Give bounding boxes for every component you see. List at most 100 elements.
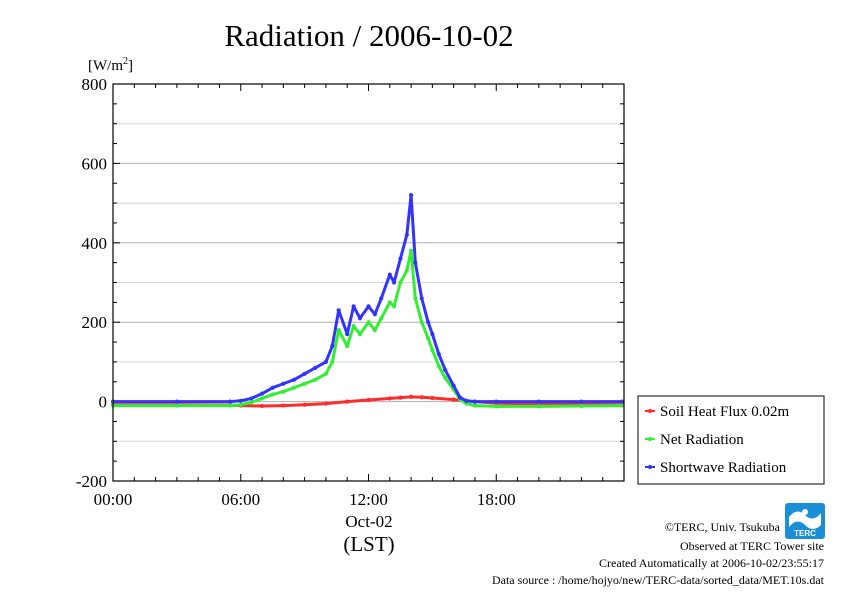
data-point <box>536 399 541 404</box>
data-point <box>174 399 179 404</box>
logo-wave-shape <box>789 511 821 529</box>
data-point <box>372 328 377 333</box>
data-point <box>379 316 384 321</box>
data-point <box>419 320 424 325</box>
series-line <box>113 193 622 404</box>
data-point <box>398 395 403 400</box>
y-tick-label: 400 <box>82 234 108 253</box>
legend-box <box>637 395 825 485</box>
data-point <box>345 343 350 349</box>
y-axis-unit: [W/m2] <box>88 56 133 74</box>
data-point <box>387 396 392 401</box>
data-point <box>259 396 265 401</box>
data-point <box>291 385 297 390</box>
data-point <box>436 363 441 368</box>
data-point <box>249 400 254 405</box>
legend-marker <box>647 464 653 470</box>
data-point <box>430 332 435 337</box>
data-point <box>270 392 275 397</box>
x-tick-label: 12:00 <box>349 490 388 509</box>
x-axis-tz-label: (LST) <box>343 532 394 556</box>
data-point <box>302 371 307 376</box>
data-point <box>494 404 499 409</box>
data-point <box>351 324 356 329</box>
data-point <box>357 316 363 321</box>
data-point <box>330 359 335 364</box>
data-point <box>259 403 265 409</box>
data-point <box>451 397 456 402</box>
credit-created: Created Automatically at 2006-10-02/23:5… <box>599 556 824 570</box>
data-point <box>357 332 363 337</box>
legend-marker <box>647 408 653 414</box>
data-point <box>391 280 397 285</box>
data-point <box>536 404 541 409</box>
data-point <box>430 395 435 401</box>
y-tick-label: -200 <box>76 472 107 491</box>
x-tick-label: 00:00 <box>94 490 133 509</box>
legend-label: Soil Heat Flux 0.02m <box>660 404 790 420</box>
data-point <box>457 395 463 400</box>
series-layer <box>110 193 624 409</box>
data-point <box>451 383 456 388</box>
data-point <box>579 399 584 404</box>
x-tick-label: 18:00 <box>477 490 516 509</box>
data-point <box>579 403 584 409</box>
data-point <box>228 403 233 408</box>
data-point <box>336 308 341 313</box>
data-point <box>270 385 275 390</box>
data-point <box>366 304 371 309</box>
data-point <box>472 403 478 408</box>
data-point <box>443 367 448 372</box>
logo-drop-shape <box>802 509 808 515</box>
data-point <box>379 296 384 301</box>
data-point <box>443 375 448 380</box>
data-point <box>323 401 329 406</box>
data-point <box>249 396 254 401</box>
data-point <box>436 351 441 357</box>
data-point <box>330 343 335 349</box>
data-point <box>408 193 414 198</box>
y-axis-unit-close: ] <box>128 58 133 74</box>
data-point <box>464 398 469 403</box>
series-2 <box>110 193 624 404</box>
data-point <box>472 399 478 404</box>
y-axis-unit-main: [W/m <box>88 58 123 74</box>
data-point <box>345 399 350 404</box>
data-point <box>398 256 403 261</box>
x-axis-date-label: Oct-02 <box>345 512 392 531</box>
data-point <box>426 320 431 325</box>
data-point <box>302 402 307 407</box>
data-point <box>174 403 179 408</box>
credit-copyright: ©TERC, Univ. Tsukuba <box>665 520 781 534</box>
logo-text: TERC <box>794 529 816 538</box>
data-point <box>228 399 233 404</box>
data-point <box>281 403 286 408</box>
data-point <box>238 402 243 407</box>
data-point <box>408 248 414 253</box>
y-tick-label: 200 <box>82 313 108 332</box>
data-point <box>238 398 243 403</box>
data-point <box>291 377 297 382</box>
data-point <box>372 312 377 317</box>
x-tick-label: 06:00 <box>221 490 260 509</box>
y-tick-label: 0 <box>99 393 108 412</box>
data-point <box>336 328 341 333</box>
legend-label: Net Radiation <box>660 432 744 448</box>
y-tick-label: 800 <box>82 75 108 94</box>
credit-observed: Observed at TERC Tower site <box>680 539 824 553</box>
data-point <box>419 296 424 301</box>
data-point <box>366 397 371 403</box>
data-point <box>313 365 318 370</box>
data-point <box>281 389 286 394</box>
data-point <box>259 391 265 396</box>
data-point <box>391 304 397 309</box>
data-point <box>313 377 318 382</box>
data-point <box>413 296 418 301</box>
data-point <box>387 272 392 277</box>
data-point <box>345 332 350 337</box>
data-point <box>413 260 418 265</box>
y-axis-unit-sup: 2 <box>123 56 128 67</box>
data-point <box>351 304 356 309</box>
legend-marker <box>647 436 653 442</box>
